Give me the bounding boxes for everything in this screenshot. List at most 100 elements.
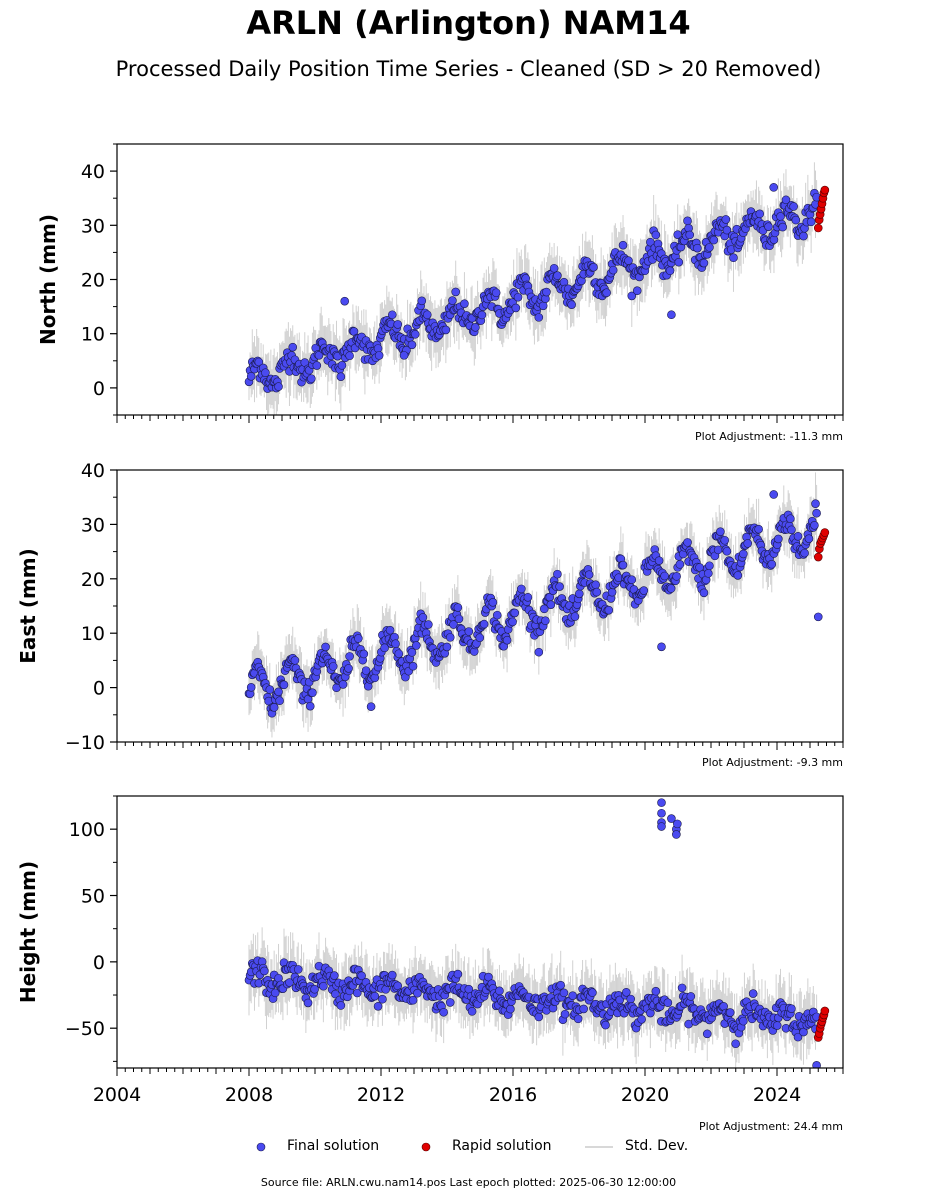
final-point <box>337 361 347 370</box>
source-file-note: Source file: ARLN.cwu.nam14.pos Last epo… <box>260 1176 677 1189</box>
final-point <box>573 1014 583 1024</box>
final-point <box>464 627 474 636</box>
final-point <box>538 301 548 311</box>
final-solution-points <box>244 798 821 1068</box>
final-point <box>542 287 551 297</box>
final-point <box>767 559 777 569</box>
final-point <box>523 592 533 602</box>
final-point <box>592 587 602 597</box>
final-point <box>579 1004 588 1014</box>
final-point <box>352 988 362 998</box>
final-point <box>699 588 709 598</box>
final-point <box>359 649 369 659</box>
chart-subtitle: Processed Daily Position Time Series - C… <box>115 57 822 81</box>
final-point <box>445 633 455 642</box>
legend-rapid-label: Rapid solution <box>452 1138 552 1154</box>
final-point <box>407 340 417 350</box>
final-point <box>686 992 696 1001</box>
final-point-outlier <box>769 183 779 192</box>
final-point <box>479 619 489 629</box>
final-point <box>290 656 300 665</box>
final-point <box>721 215 731 224</box>
final-point <box>449 620 458 629</box>
final-point-outlier <box>672 830 681 839</box>
final-point <box>312 361 322 370</box>
final-point <box>624 256 633 265</box>
final-point <box>787 525 796 535</box>
legend-std-label: Std. Dev. <box>625 1138 689 1154</box>
final-point <box>338 680 348 689</box>
final-point <box>672 572 681 581</box>
final-point <box>439 1007 448 1017</box>
y-tick-label: −10 <box>65 732 105 754</box>
final-point <box>261 368 270 378</box>
plot-adjustment-note: Plot Adjustment: 24.4 mm <box>699 1120 843 1133</box>
final-point <box>793 1032 803 1042</box>
x-tick-label: 2020 <box>621 1084 669 1106</box>
final-point <box>716 527 725 536</box>
final-point <box>627 291 637 301</box>
final-point <box>754 524 763 534</box>
final-point <box>793 531 803 541</box>
y-tick-label: 20 <box>81 270 105 292</box>
final-point <box>370 991 380 1001</box>
final-point <box>412 641 421 650</box>
final-point <box>477 310 487 320</box>
y-tick-label: 20 <box>81 569 105 591</box>
final-point <box>424 620 433 629</box>
final-point <box>269 703 279 712</box>
final-point <box>677 983 687 993</box>
final-point-outlier <box>366 702 376 711</box>
final-point <box>627 575 637 585</box>
y-tick-label: 50 <box>81 886 105 908</box>
final-point <box>722 225 732 235</box>
final-point <box>336 372 346 382</box>
final-point-outlier <box>667 814 676 823</box>
final-point <box>260 966 269 976</box>
final-point <box>637 1014 646 1024</box>
legend-rapid-marker <box>421 1142 431 1152</box>
final-point <box>568 991 578 1000</box>
rapid-point <box>813 552 823 562</box>
final-point <box>626 994 635 1004</box>
final-point <box>584 570 594 579</box>
final-point <box>663 998 673 1007</box>
rapid-point <box>813 223 823 233</box>
final-point <box>510 608 520 618</box>
final-point <box>607 587 617 597</box>
final-point <box>448 296 457 305</box>
final-point <box>702 1029 712 1039</box>
y-axis-label: North (mm) <box>36 214 60 345</box>
final-point <box>666 584 676 593</box>
final-point <box>418 613 428 622</box>
final-point <box>246 683 256 692</box>
final-point <box>800 548 809 558</box>
final-point <box>811 499 820 508</box>
final-point <box>502 635 512 645</box>
final-point <box>279 680 289 690</box>
final-point <box>408 995 418 1005</box>
y-axis-label: Height (mm) <box>16 861 40 1003</box>
final-point <box>713 545 723 555</box>
final-point <box>602 288 611 298</box>
final-point <box>553 271 562 280</box>
final-point <box>357 971 366 981</box>
final-point <box>442 642 452 652</box>
final-point <box>731 1039 740 1049</box>
final-point <box>511 303 521 313</box>
legend <box>256 1142 613 1152</box>
final-point <box>675 560 685 569</box>
final-point <box>699 258 709 268</box>
final-point <box>665 266 675 276</box>
rapid-point <box>820 185 830 195</box>
final-point <box>488 598 498 607</box>
final-point <box>539 604 549 614</box>
final-point <box>812 508 821 518</box>
final-point <box>274 382 283 391</box>
final-point <box>354 634 363 643</box>
final-point <box>804 534 814 543</box>
y-tick-label: 10 <box>81 324 105 346</box>
final-point <box>604 605 614 615</box>
final-point <box>618 560 628 570</box>
final-point <box>307 374 316 383</box>
